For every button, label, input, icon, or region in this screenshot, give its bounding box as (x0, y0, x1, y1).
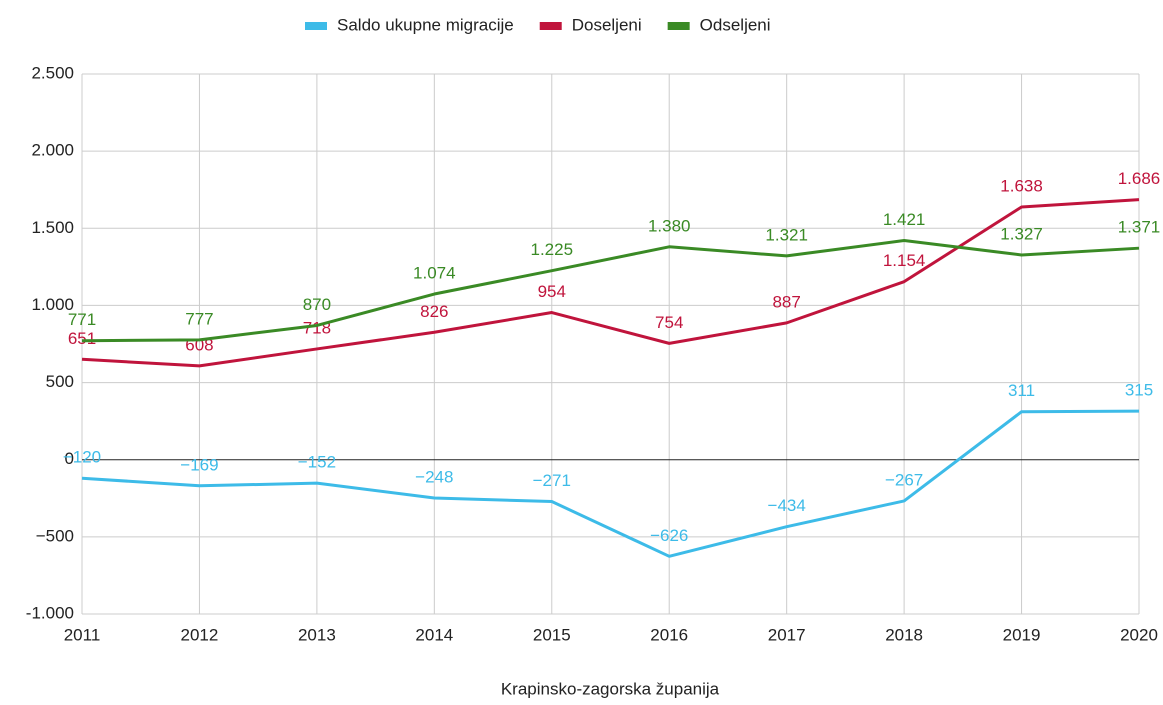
data-label: −434 (768, 496, 806, 515)
legend-swatch (305, 22, 327, 30)
data-label: 1.380 (648, 216, 691, 235)
data-label: 1.074 (413, 263, 456, 282)
x-tick-label: 2014 (415, 625, 453, 644)
data-label: −267 (885, 470, 923, 489)
data-label: 870 (303, 295, 331, 314)
x-tick-label: 2013 (298, 625, 336, 644)
y-tick-label: 2.500 (31, 63, 74, 82)
y-tick-label: 1.500 (31, 218, 74, 237)
data-label: −152 (298, 453, 336, 472)
data-label: 954 (538, 282, 566, 301)
x-tick-label: 2011 (64, 625, 101, 644)
data-label: 1.327 (1000, 224, 1043, 243)
x-tick-label: 2015 (533, 625, 571, 644)
data-label: 826 (420, 302, 448, 321)
data-label: −626 (650, 526, 688, 545)
series-line (81, 198, 1140, 368)
data-label: 651 (68, 329, 96, 348)
data-label: 1.371 (1118, 218, 1161, 237)
data-label: 315 (1125, 381, 1153, 400)
y-tick-label: 500 (46, 372, 74, 391)
data-label: 754 (655, 313, 683, 332)
legend-label: Odseljeni (700, 15, 771, 34)
data-label: 1.421 (883, 210, 926, 229)
x-tick-label: 2017 (768, 625, 806, 644)
series-line (81, 238, 1140, 343)
x-tick-label: 2020 (1120, 625, 1158, 644)
legend-swatch (667, 22, 690, 30)
x-axis-label: Krapinsko-zagorska županija (501, 679, 720, 698)
data-label: 777 (185, 309, 213, 328)
data-label: −169 (180, 455, 218, 474)
data-label: 887 (772, 292, 800, 311)
data-label: 1.225 (531, 240, 574, 259)
data-label: 771 (68, 310, 96, 329)
legend-swatch (539, 22, 562, 30)
data-label: 1.686 (1118, 169, 1161, 188)
x-tick-label: 2012 (181, 625, 219, 644)
series-line (81, 409, 1140, 558)
y-tick-label: -1.000 (26, 603, 74, 622)
data-label: −248 (415, 467, 453, 486)
data-label: −271 (533, 471, 571, 490)
y-tick-label: 1.000 (31, 295, 74, 314)
x-tick-label: 2018 (885, 625, 923, 644)
x-tick-label: 2019 (1003, 625, 1041, 644)
x-tick-label: 2016 (650, 625, 688, 644)
y-tick-label: 2.000 (31, 141, 74, 160)
y-tick-label: −500 (36, 526, 74, 545)
legend-label: Doseljeni (572, 15, 642, 34)
data-label: 1.154 (883, 251, 926, 270)
y-tick-label: 0 (65, 449, 74, 468)
legend-label: Saldo ukupne migracije (337, 15, 514, 34)
data-label: 1.638 (1000, 176, 1043, 195)
data-label: −120 (63, 448, 101, 467)
data-label: 1.321 (765, 225, 808, 244)
data-label: 311 (1008, 381, 1035, 400)
